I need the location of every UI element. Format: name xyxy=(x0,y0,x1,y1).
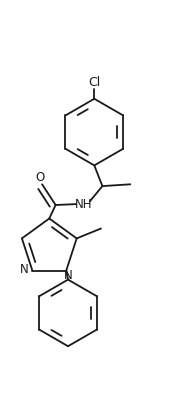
Text: N: N xyxy=(20,263,29,276)
Text: Cl: Cl xyxy=(88,75,100,89)
Text: NH: NH xyxy=(75,198,92,211)
Text: N: N xyxy=(64,269,72,282)
Text: O: O xyxy=(36,170,45,184)
